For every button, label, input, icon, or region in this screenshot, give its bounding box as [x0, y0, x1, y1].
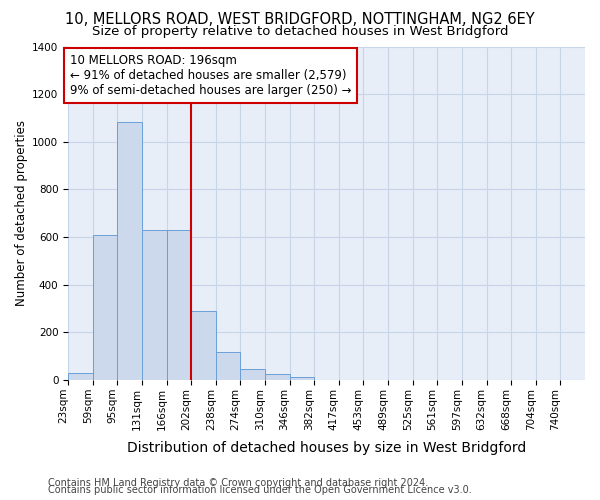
Text: Contains HM Land Registry data © Crown copyright and database right 2024.: Contains HM Land Registry data © Crown c… [48, 478, 428, 488]
Bar [290, 376, 314, 380]
Bar [93, 235, 118, 380]
Text: Contains public sector information licensed under the Open Government Licence v3: Contains public sector information licen… [48, 485, 472, 495]
Bar [68, 373, 93, 380]
X-axis label: Distribution of detached houses by size in West Bridgford: Distribution of detached houses by size … [127, 441, 526, 455]
Bar [241, 370, 265, 380]
Text: 10, MELLORS ROAD, WEST BRIDGFORD, NOTTINGHAM, NG2 6EY: 10, MELLORS ROAD, WEST BRIDGFORD, NOTTIN… [65, 12, 535, 28]
Bar [191, 311, 216, 380]
Bar [216, 352, 241, 380]
Text: 10 MELLORS ROAD: 196sqm
← 91% of detached houses are smaller (2,579)
9% of semi-: 10 MELLORS ROAD: 196sqm ← 91% of detache… [70, 54, 351, 96]
Y-axis label: Number of detached properties: Number of detached properties [15, 120, 28, 306]
Bar [142, 230, 167, 380]
Bar [167, 230, 191, 380]
Bar [118, 122, 142, 380]
Bar [265, 374, 290, 380]
Text: Size of property relative to detached houses in West Bridgford: Size of property relative to detached ho… [92, 25, 508, 38]
